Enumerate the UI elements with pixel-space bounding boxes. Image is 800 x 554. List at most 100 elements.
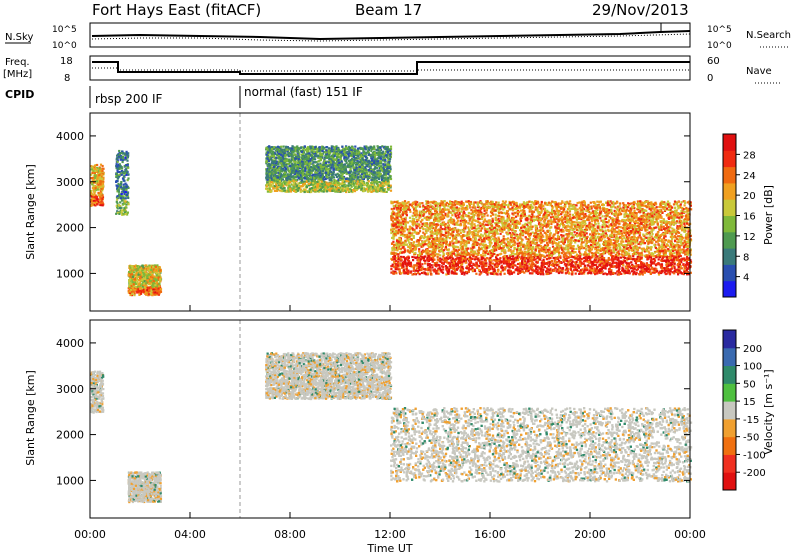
power-mark	[351, 190, 354, 194]
power-mark	[363, 169, 366, 172]
power-mark	[382, 190, 385, 193]
power-mark	[90, 173, 93, 176]
power-mark	[316, 173, 319, 176]
power-mark	[557, 271, 560, 275]
power-mark	[369, 185, 373, 188]
power-mark	[337, 187, 340, 190]
power-mark	[430, 200, 433, 204]
power-mark	[130, 288, 133, 292]
power-mark	[378, 170, 381, 173]
power-mark	[345, 172, 348, 175]
power-mark	[93, 164, 96, 168]
power-mark	[447, 221, 450, 224]
power-mark	[153, 275, 156, 278]
power-mark	[313, 148, 317, 151]
power-mark	[380, 182, 383, 185]
power-mark	[119, 164, 122, 168]
power-mark	[284, 170, 287, 173]
power-mark	[312, 164, 315, 167]
power-mark	[646, 239, 649, 242]
power-mark	[415, 227, 418, 230]
power-mark	[266, 190, 269, 193]
power-mark	[485, 269, 488, 272]
power-mark	[628, 254, 631, 257]
power-mark	[319, 185, 322, 188]
power-mark	[385, 154, 388, 157]
power-mark	[334, 164, 337, 167]
power-mark	[312, 181, 315, 185]
power-mark	[380, 186, 383, 190]
power-mark	[432, 258, 435, 261]
power-mark	[290, 173, 293, 176]
power-mark	[286, 183, 289, 186]
power-mark	[350, 146, 353, 149]
power-mark	[353, 152, 356, 155]
power-mark	[361, 147, 364, 151]
power-mark	[285, 158, 288, 161]
power-mark	[626, 222, 629, 226]
power-mark	[129, 293, 132, 297]
power-mark	[145, 282, 148, 285]
power-mark	[312, 166, 315, 169]
power-mark	[481, 203, 484, 206]
power-mark	[315, 150, 318, 154]
power-mark	[338, 155, 341, 158]
power-mark	[91, 170, 94, 173]
power-mark	[372, 189, 375, 192]
power-mark	[143, 269, 146, 272]
power-mark	[305, 161, 308, 164]
power-mark	[360, 159, 363, 162]
power-mark	[95, 182, 98, 185]
power-mark	[337, 160, 340, 163]
power-mark	[158, 292, 161, 295]
power-mark	[380, 176, 384, 179]
power-mark	[118, 167, 121, 170]
power-mark	[682, 236, 685, 239]
power-mark	[128, 289, 131, 292]
power-mark	[389, 170, 392, 173]
power-mark	[283, 172, 286, 176]
power-mark	[557, 231, 560, 234]
power-mark	[297, 158, 300, 161]
power-mark	[374, 175, 377, 178]
power-mark	[125, 189, 128, 192]
power-mark	[377, 177, 381, 180]
power-mark	[271, 164, 274, 167]
power-mark	[268, 174, 271, 177]
power-mark	[99, 192, 103, 195]
power-mark	[297, 156, 300, 159]
power-mark	[271, 160, 274, 163]
power-mark	[308, 165, 311, 168]
power-mark	[270, 177, 273, 180]
power-mark	[321, 166, 324, 169]
power-mark	[143, 275, 146, 278]
power-mark	[366, 150, 370, 153]
power-mark	[518, 203, 522, 206]
power-mark	[323, 163, 326, 166]
power-mark	[301, 153, 304, 156]
power-mark	[376, 187, 380, 190]
power-mark	[273, 151, 276, 154]
power-mark	[277, 160, 280, 163]
power-mark	[123, 175, 126, 178]
power-mark	[136, 265, 139, 268]
power-mark	[123, 202, 126, 205]
power-mark	[283, 151, 287, 154]
power-mark	[345, 184, 348, 187]
power-mark	[316, 183, 319, 186]
power-mark	[314, 173, 317, 176]
power-mark	[438, 217, 442, 220]
power-mark	[601, 224, 604, 227]
power-mark	[282, 145, 285, 148]
power-mark	[385, 190, 388, 193]
power-mark	[319, 170, 322, 173]
power-mark	[352, 162, 355, 165]
power-mark	[409, 234, 412, 237]
power-mark	[266, 146, 269, 149]
power-mark	[294, 186, 298, 189]
power-mark	[378, 153, 381, 156]
power-mark	[325, 155, 328, 158]
power-mark	[328, 159, 331, 163]
power-mark	[91, 171, 94, 174]
power-mark	[280, 175, 283, 178]
